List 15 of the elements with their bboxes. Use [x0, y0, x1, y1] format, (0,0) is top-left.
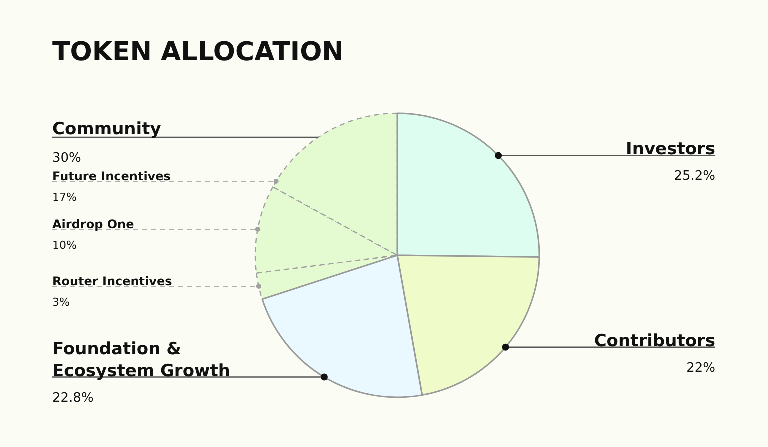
data-label: 22% — [686, 360, 716, 376]
slice-label: Investors — [626, 140, 716, 160]
data-label: 22.8% — [52, 390, 94, 406]
text: 30% — [52, 151, 82, 166]
chart-title: TOKEN ALLOCATION — [52, 38, 344, 68]
slice-label: Router Incentives — [52, 274, 172, 288]
data-label: 10% — [52, 239, 77, 252]
slice-label: Contributors — [594, 331, 716, 352]
slice-label: Future Incentives — [52, 170, 171, 184]
slice-label: Airdrop One — [52, 218, 134, 232]
data-label: 3% — [52, 296, 70, 309]
text: Community — [52, 120, 162, 140]
data-label: 25.2% — [674, 169, 716, 184]
data-label: 17% — [52, 191, 77, 204]
slice-label: Foundation & Ecosystem Growth — [52, 339, 230, 382]
